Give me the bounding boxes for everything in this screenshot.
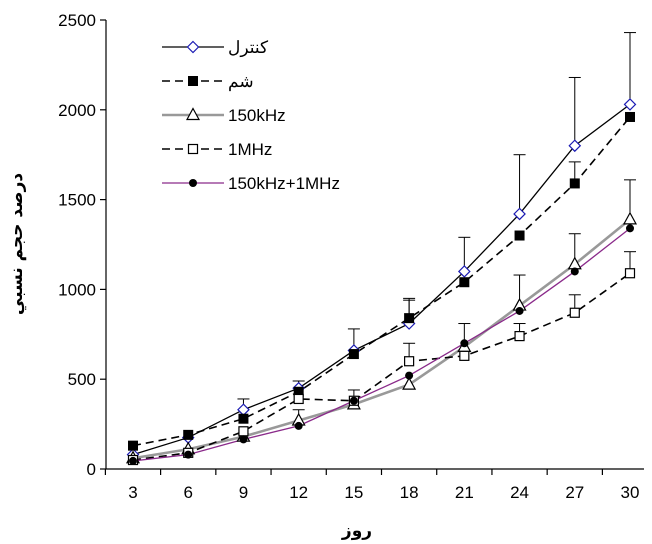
legend-label-0: کنترل: [228, 38, 269, 58]
x-tick-label: 15: [344, 483, 363, 502]
legend-label-2: 150kHz: [228, 106, 286, 125]
data-point-s3: [238, 426, 249, 437]
data-point-s0: [457, 265, 471, 278]
x-tick-label: 12: [289, 483, 308, 502]
data-point-s1: [348, 349, 359, 360]
data-point-s4: [294, 421, 303, 430]
y-tick-label: 500: [68, 370, 96, 389]
data-point-s1: [625, 111, 635, 122]
y-tick-label: 2000: [58, 101, 96, 120]
x-tick-label: 3: [128, 483, 137, 502]
series-line-1: [132, 116, 631, 447]
series-line-4: [132, 227, 631, 462]
axes: [105, 20, 644, 470]
x-tick-label: 27: [565, 483, 584, 502]
data-point-s3: [514, 330, 525, 342]
data-point-s4: [129, 456, 137, 465]
data-point-s1: [183, 429, 194, 440]
x-axis-title: روز: [341, 521, 372, 541]
legend-marker-1: [188, 76, 198, 86]
y-axis-title: درصد حجم نسبي: [7, 173, 27, 316]
data-point-s4: [184, 450, 193, 459]
data-point-s1: [569, 178, 580, 189]
data-point-s1: [128, 440, 138, 451]
error-bars: [237, 32, 636, 440]
legend-label-4: 150kHz+1MHz: [228, 174, 340, 193]
series-markers: [125, 98, 638, 466]
x-tick-label: 30: [621, 483, 640, 502]
y-tick-label: 0: [87, 460, 96, 479]
y-tick-label: 1000: [58, 280, 96, 299]
data-point-s0: [513, 207, 526, 221]
data-point-s4: [460, 339, 469, 348]
y-tick-label: 2500: [58, 11, 96, 30]
data-point-s0: [237, 403, 250, 417]
legend-label-1: شم: [228, 72, 254, 92]
series-lines: [132, 103, 631, 462]
data-point-s0: [623, 98, 637, 111]
legend-marker-0: [186, 40, 200, 54]
data-point-s4: [626, 224, 634, 233]
x-tick-label: 9: [239, 483, 248, 502]
data-point-s3: [569, 307, 580, 318]
legend-marker-2: [185, 107, 201, 121]
data-point-s1: [459, 277, 470, 288]
data-point-s2: [402, 376, 417, 390]
data-point-s1: [238, 413, 249, 424]
data-point-s0: [568, 139, 582, 153]
x-ticks: 3 6 9 12 15 18 21 24 27 30: [104, 469, 640, 502]
data-point-s4: [239, 435, 248, 444]
x-tick-label: 18: [400, 483, 419, 502]
data-point-s3: [404, 356, 415, 367]
data-point-s3: [459, 350, 470, 361]
data-point-s4: [570, 267, 579, 276]
y-tick-label: 1500: [58, 191, 96, 210]
y-ticks: 0 500 1000 1500 2000 2500: [58, 11, 106, 479]
legend-marker-4: [189, 179, 197, 187]
series-line-3: [132, 272, 631, 461]
data-point-s1: [514, 230, 525, 241]
legend-label-3: 1MHz: [228, 140, 272, 159]
series-line-2: [132, 218, 631, 460]
data-point-s4: [405, 371, 414, 380]
data-point-s3: [624, 268, 636, 279]
data-point-s3: [293, 393, 304, 405]
legend-marker-3: [187, 143, 199, 155]
data-point-s4: [349, 396, 358, 405]
data-point-s4: [515, 306, 524, 315]
legend: کنترل شم 150kHz 1MHz 150kHz+1MHz: [162, 38, 340, 193]
data-point-s1: [404, 313, 415, 324]
x-tick-label: 24: [510, 483, 529, 502]
x-tick-label: 21: [455, 483, 474, 502]
x-tick-label: 6: [183, 483, 192, 502]
data-point-s2: [622, 211, 638, 225]
